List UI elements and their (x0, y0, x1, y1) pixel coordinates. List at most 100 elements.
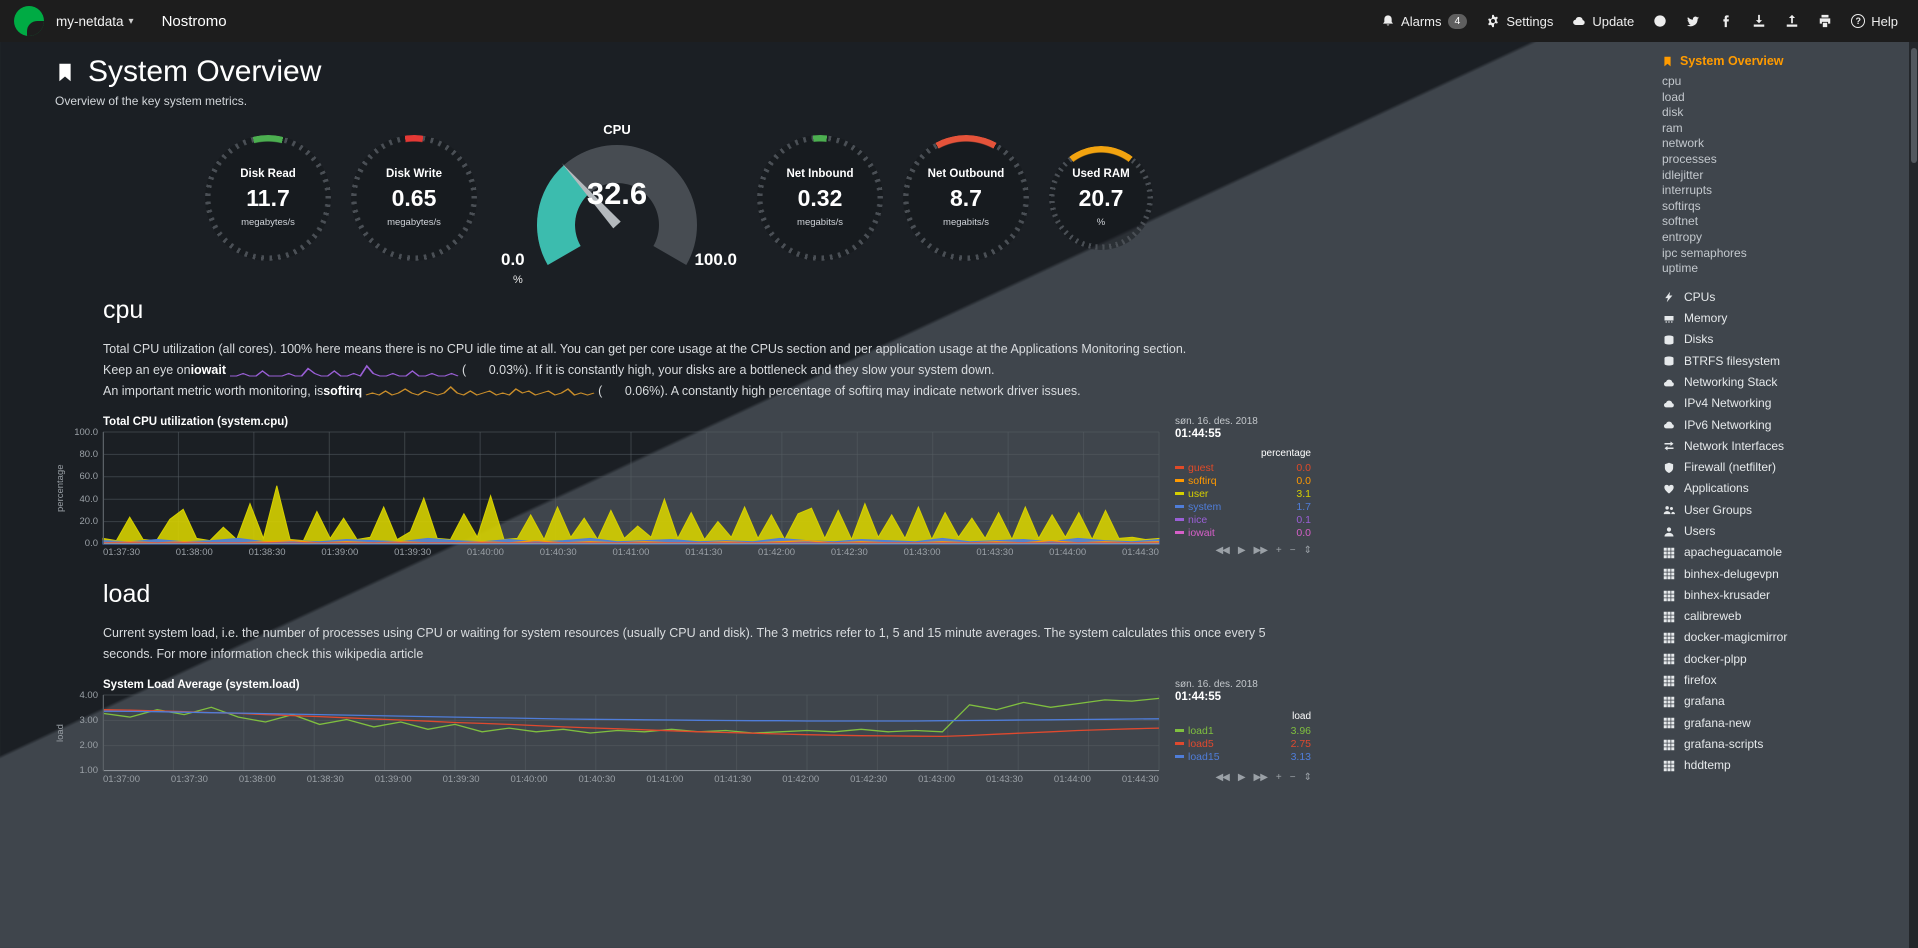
sidebar-section-item[interactable]: Network Interfaces (1662, 436, 1902, 457)
cloud-icon (1572, 14, 1586, 28)
sidebar-app-item[interactable]: docker-magicmirror (1662, 627, 1902, 648)
my-netdata-dropdown[interactable]: my-netdata ▾ (56, 14, 134, 29)
update-button[interactable]: Update (1572, 14, 1634, 29)
legend-entry[interactable]: load5 2.75 (1175, 737, 1311, 750)
easy-pie-gauge[interactable]: Net Outbound 8.7 megabits/s (903, 135, 1029, 261)
bookmark-icon (1662, 55, 1673, 68)
legend-entry[interactable]: user 3.1 (1175, 487, 1311, 500)
y-tick: 80.0 (79, 449, 99, 461)
chart-toolbar-button[interactable]: ▶ (1237, 772, 1246, 783)
sidebar-section-item[interactable]: IPv6 Networking (1662, 415, 1902, 436)
github-button[interactable] (1653, 14, 1667, 28)
x-tick: 01:41:00 (646, 774, 684, 785)
alarms-count-badge: 4 (1447, 13, 1468, 29)
export-button[interactable] (1752, 14, 1766, 28)
sidebar-section-item[interactable]: Disks (1662, 329, 1902, 350)
sidebar-app-item[interactable]: hddtemp (1662, 755, 1902, 776)
sidebar-subitem[interactable]: ipc semaphores (1662, 245, 1747, 260)
chart-toolbar-button[interactable]: − (1289, 545, 1296, 556)
x-tick: 01:37:30 (170, 774, 208, 785)
iowait-sparkline[interactable] (230, 364, 459, 377)
sidebar-section-item[interactable]: Networking Stack (1662, 372, 1902, 393)
cpu-plot-area[interactable] (102, 431, 1160, 545)
legend-entry[interactable]: system 1.7 (1175, 500, 1311, 513)
scrollbar-thumb[interactable] (1910, 48, 1917, 163)
legend-series-value: 1.7 (1296, 500, 1311, 513)
sidebar-section-item[interactable]: Users (1662, 521, 1902, 542)
facebook-button[interactable] (1719, 14, 1733, 28)
legend-entry[interactable]: nice 0.1 (1175, 513, 1311, 526)
sidebar-app-item[interactable]: calibreweb (1662, 606, 1902, 627)
settings-button[interactable]: Settings (1486, 14, 1553, 29)
sidebar-subitem[interactable]: entropy (1662, 229, 1703, 244)
easy-pie-gauge[interactable]: Used RAM 20.7 % (1049, 146, 1153, 250)
chart-toolbar-button[interactable]: + (1275, 772, 1282, 783)
sidebar-subitem[interactable]: uptime (1662, 261, 1699, 276)
sidebar-section-item[interactable]: Firewall (netfilter) (1662, 457, 1902, 478)
sidebar-subitem[interactable]: disk (1662, 105, 1684, 120)
sidebar-app-item[interactable]: docker-plpp (1662, 649, 1902, 670)
gauge-label: Net Outbound (927, 168, 1005, 180)
x-tick: 01:43:30 (976, 547, 1014, 558)
softirq-sparkline[interactable] (365, 385, 595, 398)
sidebar-subitem[interactable]: softirqs (1662, 198, 1701, 213)
easy-pie-gauge[interactable]: Net Inbound 0.32 megabits/s (757, 135, 883, 261)
sidebar-item-system-overview[interactable]: System Overview (1662, 54, 1902, 68)
sidebar-subitem[interactable]: softnet (1662, 214, 1699, 229)
x-tick: 01:39:00 (321, 547, 359, 558)
netdata-logo[interactable] (14, 6, 44, 36)
sidebar-app-item[interactable]: grafana-scripts (1662, 734, 1902, 755)
chart-toolbar-button[interactable]: ▶▶ (1253, 772, 1268, 783)
cpu-gauge[interactable]: CPU 32.6 0.0 100.0 % (497, 122, 737, 286)
help-button[interactable]: ? Help (1851, 14, 1898, 29)
sidebar-subitem[interactable]: interrupts (1662, 183, 1713, 198)
legend-color-dash (1175, 755, 1184, 758)
sidebar-app-item[interactable]: firefox (1662, 670, 1902, 691)
y-tick: 0.0 (84, 537, 98, 549)
sidebar-app-item[interactable]: apacheguacamole (1662, 542, 1902, 563)
chart-toolbar-button[interactable]: − (1289, 772, 1296, 783)
chart-toolbar-button[interactable]: ⇕ (1303, 545, 1312, 556)
x-tick: 01:37:30 (103, 547, 140, 558)
legend-entry[interactable]: softirq 0.0 (1175, 474, 1311, 487)
sidebar-section-item[interactable]: BTRFS filesystem (1662, 351, 1902, 372)
chart-toolbar-button[interactable]: ⇕ (1303, 772, 1312, 783)
easy-pie-gauge[interactable]: Disk Write 0.65 megabytes/s (351, 135, 477, 261)
sidebar-section-item[interactable]: IPv4 Networking (1662, 393, 1902, 414)
alarms-button[interactable]: Alarms 4 (1381, 13, 1468, 29)
easy-pie-gauge[interactable]: Disk Read 11.7 megabytes/s (205, 135, 331, 261)
x-tick: 01:41:00 (612, 547, 650, 558)
legend-entry[interactable]: guest 0.0 (1175, 461, 1311, 474)
sidebar-app-item[interactable]: binhex-delugevpn (1662, 564, 1902, 585)
legend-entry[interactable]: iowait 0.0 (1175, 526, 1311, 539)
legend-entry[interactable]: load1 3.96 (1175, 724, 1311, 737)
load-chart: System Load Average (system.load) load 4… (55, 679, 1340, 785)
sidebar-subitem[interactable]: cpu (1662, 74, 1682, 88)
sidebar-app-item[interactable]: grafana-new (1662, 713, 1902, 734)
chart-toolbar-button[interactable]: ▶▶ (1253, 545, 1268, 556)
y-tick: 100.0 (74, 427, 98, 438)
import-button[interactable] (1785, 14, 1799, 28)
sidebar-subitem[interactable]: idlejitter (1662, 167, 1704, 182)
sidebar-app-item[interactable]: grafana (1662, 691, 1902, 712)
twitter-button[interactable] (1686, 14, 1700, 28)
chart-toolbar-button[interactable]: ◀◀ (1215, 545, 1229, 556)
legend-date: søn. 16. des. 2018 (1175, 416, 1258, 427)
load-plot-area[interactable] (102, 694, 1160, 772)
print-button[interactable] (1818, 14, 1832, 28)
sidebar-subitem[interactable]: ram (1662, 120, 1683, 135)
legend-entry[interactable]: load15 3.13 (1175, 750, 1311, 763)
load-description: Current system load, i.e. the number of … (103, 626, 1266, 661)
sidebar-subitem[interactable]: load (1662, 89, 1685, 104)
chart-toolbar-button[interactable]: ◀◀ (1215, 772, 1229, 783)
sidebar-section-item[interactable]: Applications (1662, 478, 1902, 499)
chart-toolbar-button[interactable]: + (1275, 545, 1282, 556)
sidebar-subitem[interactable]: processes (1662, 151, 1717, 166)
sidebar-section-item[interactable]: Memory (1662, 308, 1902, 329)
sidebar-section-item[interactable]: CPUs (1662, 287, 1902, 308)
sidebar-section-item[interactable]: User Groups (1662, 500, 1902, 521)
sidebar-app-item[interactable]: binhex-krusader (1662, 585, 1902, 606)
legend-series-name: system (1188, 500, 1222, 513)
sidebar-subitem[interactable]: network (1662, 136, 1705, 151)
chart-toolbar-button[interactable]: ▶ (1237, 545, 1246, 556)
